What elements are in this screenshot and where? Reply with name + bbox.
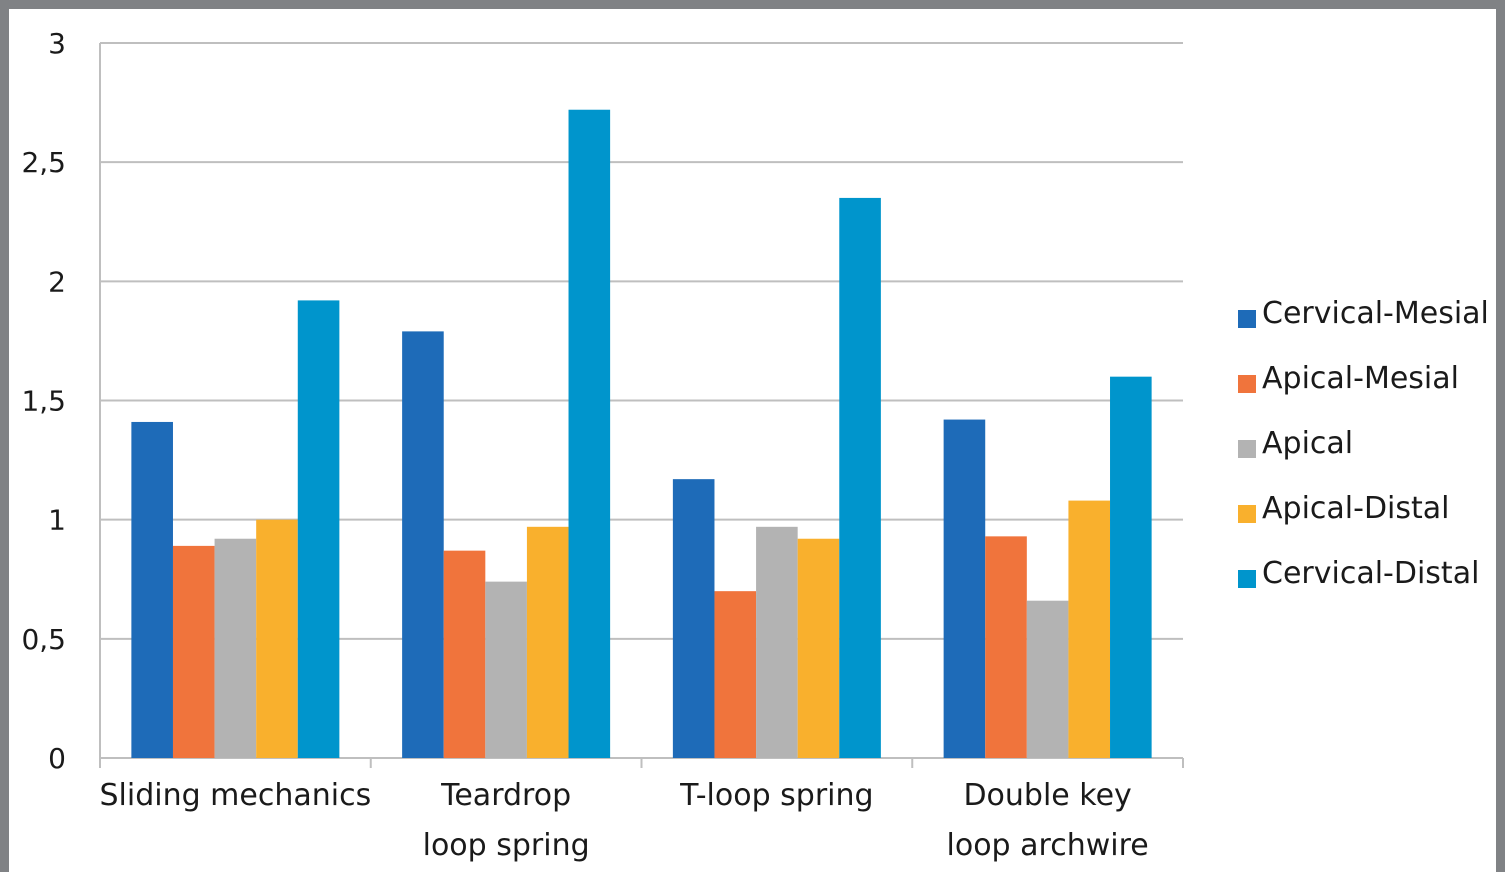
legend-entry: Cervical-Mesial [1238,296,1489,331]
legend-swatch [1238,440,1256,458]
legend-entry: Cervical-Distal [1238,556,1479,591]
legend-entry: Apical-Distal [1238,491,1450,526]
legend-swatch [1238,310,1256,328]
bar-apical-distal [526,526,569,758]
y-tick-label: 0 [48,742,66,775]
x-category-label: Double key loop archwire [947,778,1149,863]
bar-apical-distal [797,538,840,758]
bar-cervical-distal [1110,376,1152,758]
bar-apical [214,538,257,758]
legend-swatch [1238,570,1256,588]
bar-apical [1026,600,1069,758]
legend-swatch [1238,375,1256,393]
bar-apical-mesial [985,536,1027,758]
y-tick-label: 3 [48,27,66,60]
legend-label: Cervical-Mesial [1262,296,1489,331]
bar-apical [485,581,527,758]
legend-label: Apical-Mesial [1262,361,1459,396]
bar-cervical-distal [839,197,881,758]
bar-cervical-mesial [131,421,173,758]
bar-cervical-mesial [672,479,715,758]
legend-label: Apical-Distal [1262,491,1450,526]
bar-apical-distal [256,519,298,758]
bar-apical-mesial [714,591,757,758]
x-category-label: T-loop spring [679,778,873,813]
bar-apical-mesial [443,550,486,758]
x-category-labels: Sliding mechanics Teardrop loop spring T-lo… [100,778,1149,863]
legend-entry: Apical-Mesial [1238,361,1459,396]
bar-cervical-distal [297,300,340,758]
bars [131,109,1152,758]
legend-label: Apical [1262,426,1353,461]
legend-label: Cervical-Distal [1262,556,1479,591]
y-tick-label: 2,5 [21,146,66,179]
legend-entry: Apical [1238,426,1353,461]
y-tick-label: 2 [48,265,66,298]
bar-cervical-mesial [943,419,986,758]
bar-apical-distal [1068,500,1111,758]
bar-cervical-mesial [402,331,444,758]
bar-apical [756,526,798,758]
bar-cervical-distal [568,109,611,758]
legend: Cervical-Mesial Apical-Mesial Apical Apical… [1238,296,1489,591]
legend-swatch [1238,505,1256,523]
y-tick-label: 1 [48,504,66,537]
x-category-label: Teardrop loop spring [423,778,590,863]
x-category-label: Sliding mechanics [100,778,372,813]
y-tick-label: 1,5 [21,385,66,418]
bar-apical-mesial [172,545,215,758]
y-tick-label: 0,5 [21,623,66,656]
y-tick-labels: 0 0,5 1 1,5 2 2,5 3 [21,27,66,775]
